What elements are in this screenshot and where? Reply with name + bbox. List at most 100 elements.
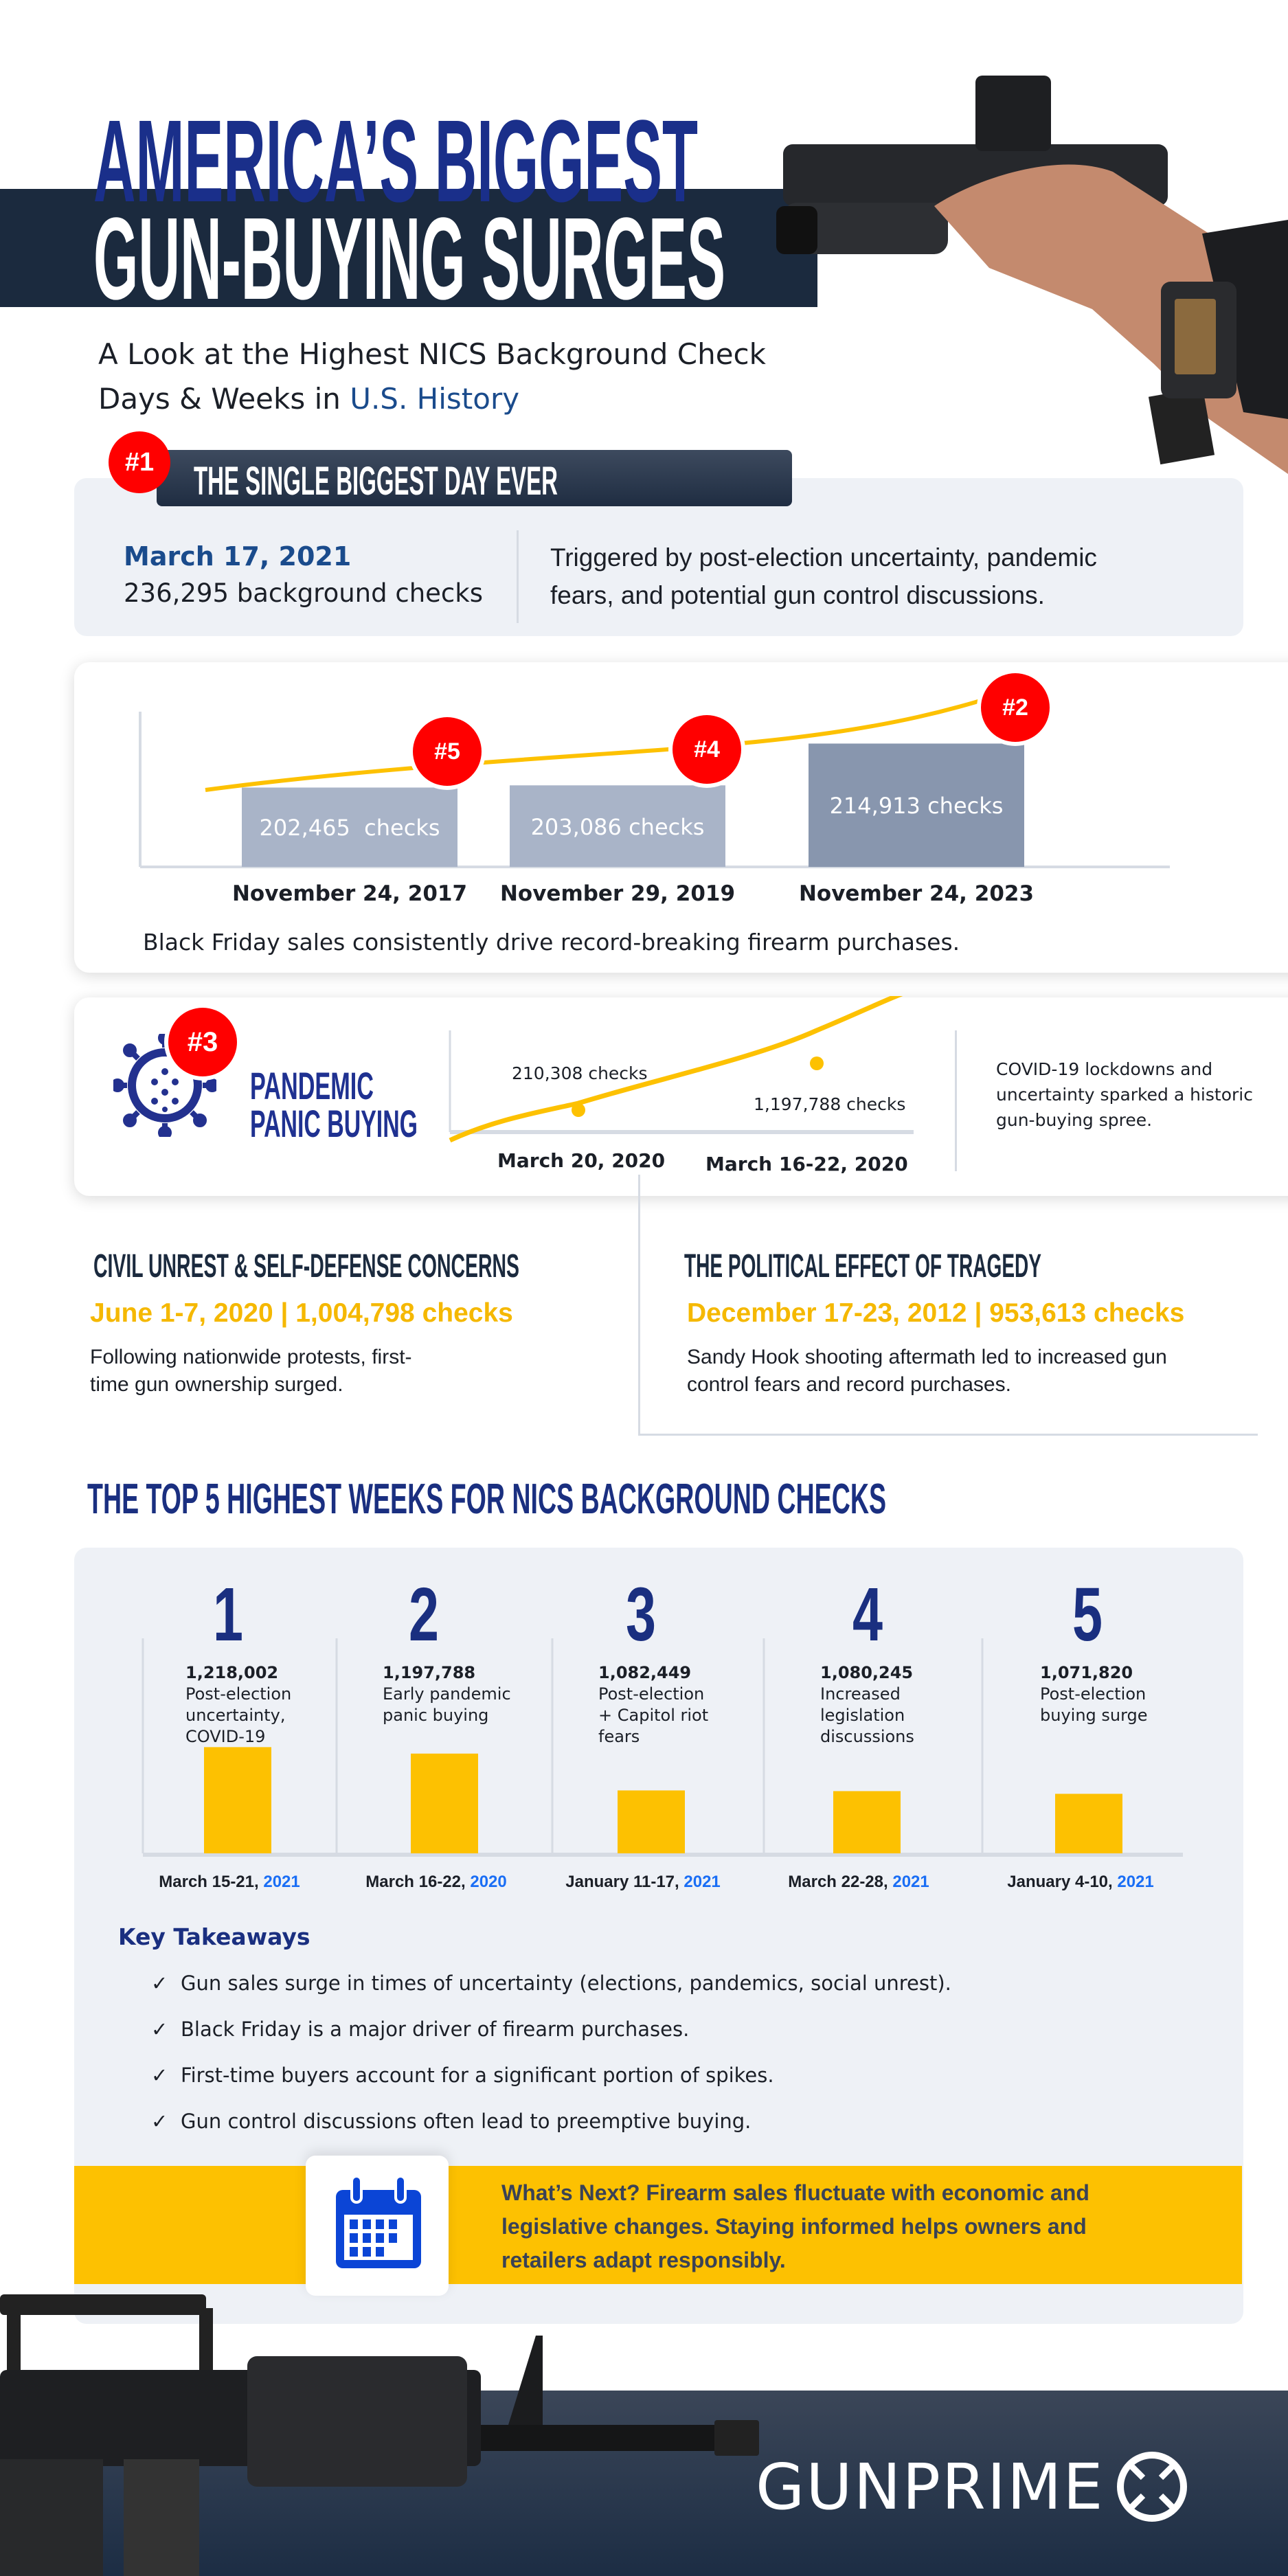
rank-number: 5 — [1072, 1572, 1103, 1657]
description-line: Increased — [820, 1684, 901, 1704]
description-line: COVID-19 lockdowns and — [996, 1059, 1213, 1079]
biggest-day-date: March 17, 2021 — [124, 541, 352, 572]
point-2-label: 1,197,788 checks — [754, 1094, 906, 1114]
column-text: 1,080,245 Increased legislation discussions — [820, 1662, 985, 1748]
pandemic-chart — [449, 996, 914, 1143]
date-range: January 11-17, — [565, 1873, 684, 1891]
check-icon: ✓ — [151, 1971, 168, 1995]
description-line: uncertainty sparked a historic — [996, 1085, 1253, 1105]
logo-text: GUNPRIME — [756, 2450, 1105, 2524]
text-line: legislative changes. Staying informed he… — [501, 2214, 1087, 2239]
column-text: 1,218,002 Post-election uncertainty, COVID-… — [185, 1662, 350, 1748]
rank-badge: #4 — [673, 715, 741, 784]
bar — [1055, 1794, 1122, 1853]
divider — [517, 530, 519, 623]
rank-number: 2 — [409, 1572, 439, 1657]
check-icon: ✓ — [151, 2110, 168, 2133]
top5-chart — [142, 1638, 1183, 1857]
top5-heading: THE TOP 5 HIGHEST WEEKS FOR NICS BACKGRO… — [87, 1476, 886, 1523]
whats-next-banner — [74, 2166, 1242, 2284]
biggest-day-count: 236,295 background checks — [124, 578, 483, 608]
category-date: March 16-22, 2020 — [365, 1873, 506, 1892]
divider — [638, 1175, 640, 1434]
description-line: + Capitol riot — [598, 1706, 709, 1725]
description-line: Early pandemic — [383, 1684, 511, 1704]
title-band — [0, 189, 817, 307]
column-text: 1,071,820 Post-election buying surge — [1040, 1662, 1205, 1726]
takeaway-item: ✓ Gun sales surge in times of uncertainty… — [151, 1971, 951, 1995]
description-line: legislation — [820, 1706, 905, 1725]
rank-badge-3: #3 — [168, 1008, 237, 1076]
subtitle-line-2: Days & Weeks in U.S. History — [98, 385, 519, 414]
rank-number: 4 — [852, 1572, 883, 1657]
takeaway-text: Black Friday is a major driver of firear… — [181, 2018, 690, 2041]
check-icon: ✓ — [151, 2064, 168, 2087]
gunprime-logo: GUNPRIME — [756, 2449, 1190, 2524]
takeaways-heading: Key Takeaways — [118, 1923, 310, 1950]
subtitle-highlight: U.S. History — [350, 382, 520, 416]
description-line: COVID-19 — [185, 1727, 266, 1746]
text-line: control fears and record purchases. — [687, 1372, 1011, 1396]
black-friday-caption: Black Friday sales consistently drive re… — [143, 929, 960, 956]
bar-date: November 24, 2023 — [798, 881, 1035, 906]
data-point — [810, 1057, 824, 1070]
pandemic-card — [74, 997, 1288, 1196]
category-date: March 15-21, 2021 — [159, 1873, 300, 1892]
biggest-day-header-bar — [157, 450, 792, 506]
takeaway-text: First-time buyers account for a signific… — [181, 2064, 774, 2087]
text-line: time gun ownership surged. — [90, 1372, 343, 1396]
biggest-day-heading: THE SINGLE BIGGEST DAY EVER — [194, 459, 558, 504]
value-label: 1,218,002 — [185, 1663, 279, 1682]
description-line: Post-election — [598, 1684, 705, 1704]
rank-number: 3 — [626, 1572, 656, 1657]
title-line-1: AMERICA’S BIGGEST — [93, 96, 698, 227]
description-line: gun-buying spree. — [996, 1110, 1153, 1130]
rank-number: 1 — [213, 1572, 243, 1657]
date-year: 2021 — [683, 1873, 721, 1891]
bar-date: November 29, 2019 — [499, 881, 736, 906]
takeaway-text: Gun sales surge in times of uncertainty … — [181, 1971, 951, 1995]
divider — [955, 1030, 957, 1171]
calendar-icon-box — [306, 2156, 449, 2296]
description-line: Post-election — [1040, 1684, 1146, 1704]
pistol-hand-image — [776, 76, 1288, 474]
description-line: Triggered by post-election uncertainty, … — [550, 543, 1097, 572]
subtitle-line-1: A Look at the Highest NICS Background Ch… — [98, 337, 766, 371]
bar — [618, 1790, 685, 1853]
tragedy-heading: THE POLITICAL EFFECT OF TRAGEDY — [684, 1248, 1041, 1285]
bar — [510, 785, 725, 867]
tragedy-text: Sandy Hook shooting aftermath led to inc… — [687, 1344, 1167, 1399]
description-line: panic buying — [383, 1706, 489, 1725]
date-year: 2021 — [1117, 1873, 1154, 1891]
civil-unrest-heading: CIVIL UNREST & SELF-DEFENSE CONCERNS — [93, 1248, 519, 1285]
text-line: Following nationwide protests, first- — [90, 1346, 412, 1368]
bar — [833, 1791, 901, 1853]
pandemic-description: COVID-19 lockdowns and uncertainty spark… — [996, 1057, 1253, 1133]
takeaway-item: ✓ Gun control discussions often lead to p… — [151, 2110, 751, 2133]
bar — [204, 1747, 271, 1853]
value-label: 1,080,245 — [820, 1663, 914, 1682]
value-label: 1,071,820 — [1040, 1663, 1133, 1682]
value-label: 1,197,788 — [383, 1663, 476, 1682]
point-1-label: 210,308 checks — [512, 1063, 648, 1083]
text-line: retailers adapt responsibly. — [501, 2248, 786, 2272]
date-year: 2021 — [263, 1873, 300, 1891]
date-range: January 4-10, — [1007, 1873, 1118, 1891]
rank-badge: #5 — [413, 717, 482, 787]
category-date: January 4-10, 2021 — [1007, 1873, 1153, 1892]
date-year: 2020 — [470, 1873, 507, 1891]
data-point — [572, 1103, 585, 1117]
tragedy-stat: December 17-23, 2012 | 953,613 checks — [687, 1298, 1185, 1328]
pandemic-title-2: PANIC BUYING — [250, 1102, 418, 1145]
rifle-image — [0, 2294, 759, 2576]
bar — [809, 743, 1024, 867]
bar — [242, 787, 457, 867]
calendar-icon — [336, 2175, 421, 2268]
description-line: uncertainty, — [185, 1706, 286, 1725]
bar-date: November 24, 2017 — [231, 881, 468, 906]
description-line: discussions — [820, 1727, 914, 1746]
virus-icon — [113, 1034, 216, 1137]
takeaway-item: ✓ Black Friday is a major driver of firea… — [151, 2018, 689, 2041]
date-year: 2021 — [892, 1873, 929, 1891]
trend-line — [449, 996, 903, 1143]
